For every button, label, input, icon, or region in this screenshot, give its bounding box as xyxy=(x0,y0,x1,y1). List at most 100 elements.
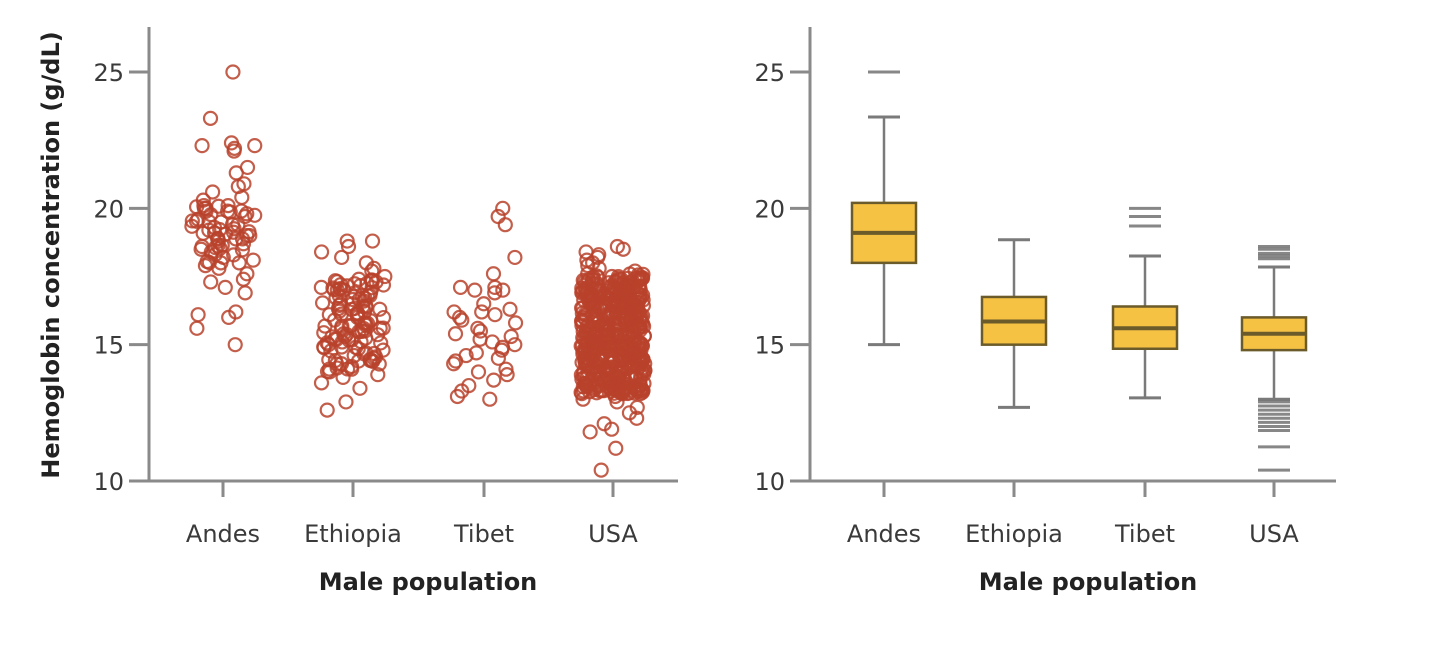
series-usa xyxy=(573,238,653,478)
data-point xyxy=(364,273,381,289)
data-point xyxy=(470,364,487,380)
data-point xyxy=(487,279,503,296)
box-usa xyxy=(1240,245,1308,472)
data-point xyxy=(325,280,341,296)
x-tick-label-usa: USA xyxy=(588,520,638,548)
data-point xyxy=(339,278,355,294)
data-point xyxy=(636,328,652,344)
data-point xyxy=(618,327,634,344)
data-point xyxy=(188,213,205,229)
data-point xyxy=(237,285,253,301)
x-tick-label-tibet: Tibet xyxy=(1114,520,1175,548)
data-point xyxy=(588,333,605,350)
data-point xyxy=(626,296,642,313)
data-point xyxy=(494,342,510,358)
x-tick-label-andes: Andes xyxy=(186,520,260,548)
data-point xyxy=(188,199,205,215)
data-point xyxy=(227,337,243,353)
data-point xyxy=(604,421,620,437)
y-tick-label: 10 xyxy=(754,468,785,496)
data-point xyxy=(620,318,637,334)
data-point xyxy=(574,354,590,371)
box-tibet xyxy=(1111,206,1179,400)
data-point xyxy=(184,218,200,234)
data-point xyxy=(598,317,614,333)
data-point xyxy=(370,367,386,383)
data-point xyxy=(313,375,330,391)
data-point xyxy=(373,335,389,351)
data-point xyxy=(472,323,489,339)
y-tick-label: 10 xyxy=(93,468,124,496)
data-point xyxy=(347,300,363,316)
box-andes xyxy=(850,70,918,347)
data-point xyxy=(220,203,236,219)
x-tick-label-ethiopia: Ethiopia xyxy=(965,520,1063,548)
data-point xyxy=(345,291,361,308)
data-point xyxy=(313,244,330,260)
data-point xyxy=(214,237,230,253)
data-point xyxy=(486,372,502,388)
data-point xyxy=(490,350,506,366)
data-point xyxy=(474,304,490,320)
data-point xyxy=(580,377,596,393)
data-point xyxy=(198,203,214,219)
data-point xyxy=(499,367,515,383)
data-point xyxy=(507,315,524,331)
data-point xyxy=(599,364,616,381)
data-point xyxy=(358,317,374,333)
data-point xyxy=(212,222,228,238)
data-point xyxy=(497,217,513,233)
data-point xyxy=(581,343,597,359)
data-point xyxy=(577,282,594,298)
data-point xyxy=(334,318,350,334)
data-point xyxy=(596,298,612,314)
data-point xyxy=(585,270,601,286)
data-point xyxy=(623,277,639,293)
data-point xyxy=(201,254,217,271)
data-point xyxy=(324,329,340,345)
y-tick-label: 20 xyxy=(754,195,785,223)
data-point xyxy=(194,138,210,154)
data-point xyxy=(615,241,631,257)
data-point xyxy=(316,325,332,341)
data-point xyxy=(583,320,599,337)
data-point xyxy=(362,288,378,304)
data-point xyxy=(454,312,470,328)
data-point xyxy=(205,184,221,200)
data-point xyxy=(507,337,523,353)
data-point xyxy=(316,340,332,356)
data-point xyxy=(600,373,616,389)
data-point xyxy=(582,424,598,440)
data-point xyxy=(507,249,523,266)
data-point xyxy=(217,279,233,296)
data-point xyxy=(190,307,206,323)
data-point xyxy=(226,221,242,237)
boxplot-panel: 10 15 20 25 Andes Ethiopia Tibet USA Male popu… xyxy=(754,27,1336,596)
data-point xyxy=(319,402,335,418)
data-point xyxy=(485,266,502,282)
data-point xyxy=(629,410,645,426)
data-point xyxy=(579,336,595,352)
data-point xyxy=(487,307,503,323)
data-point xyxy=(203,274,219,290)
data-point xyxy=(334,249,350,266)
y-tick-label: 15 xyxy=(754,332,785,360)
data-point xyxy=(340,238,357,255)
y-tick-label: 15 xyxy=(93,332,124,360)
data-point xyxy=(623,357,639,373)
x-tick-label-usa: USA xyxy=(1249,520,1299,548)
x-axis-title-right: Male population xyxy=(979,568,1198,596)
x-tick-label-ethiopia: Ethiopia xyxy=(304,520,402,548)
x-tick-label-andes: Andes xyxy=(847,520,921,548)
scatter-panel: 10 15 20 25 Andes Ethiopia Tibet USA Hemoglobi… xyxy=(37,27,678,596)
data-point xyxy=(226,143,242,159)
data-point xyxy=(452,309,468,325)
data-point xyxy=(375,309,392,326)
data-point xyxy=(230,217,246,233)
data-point xyxy=(329,360,345,376)
y-axis-title: Hemoglobin concentration (g/dL) xyxy=(37,31,65,478)
data-point xyxy=(623,350,640,366)
x-axis-title-left: Male population xyxy=(319,568,538,596)
data-point xyxy=(495,282,511,298)
